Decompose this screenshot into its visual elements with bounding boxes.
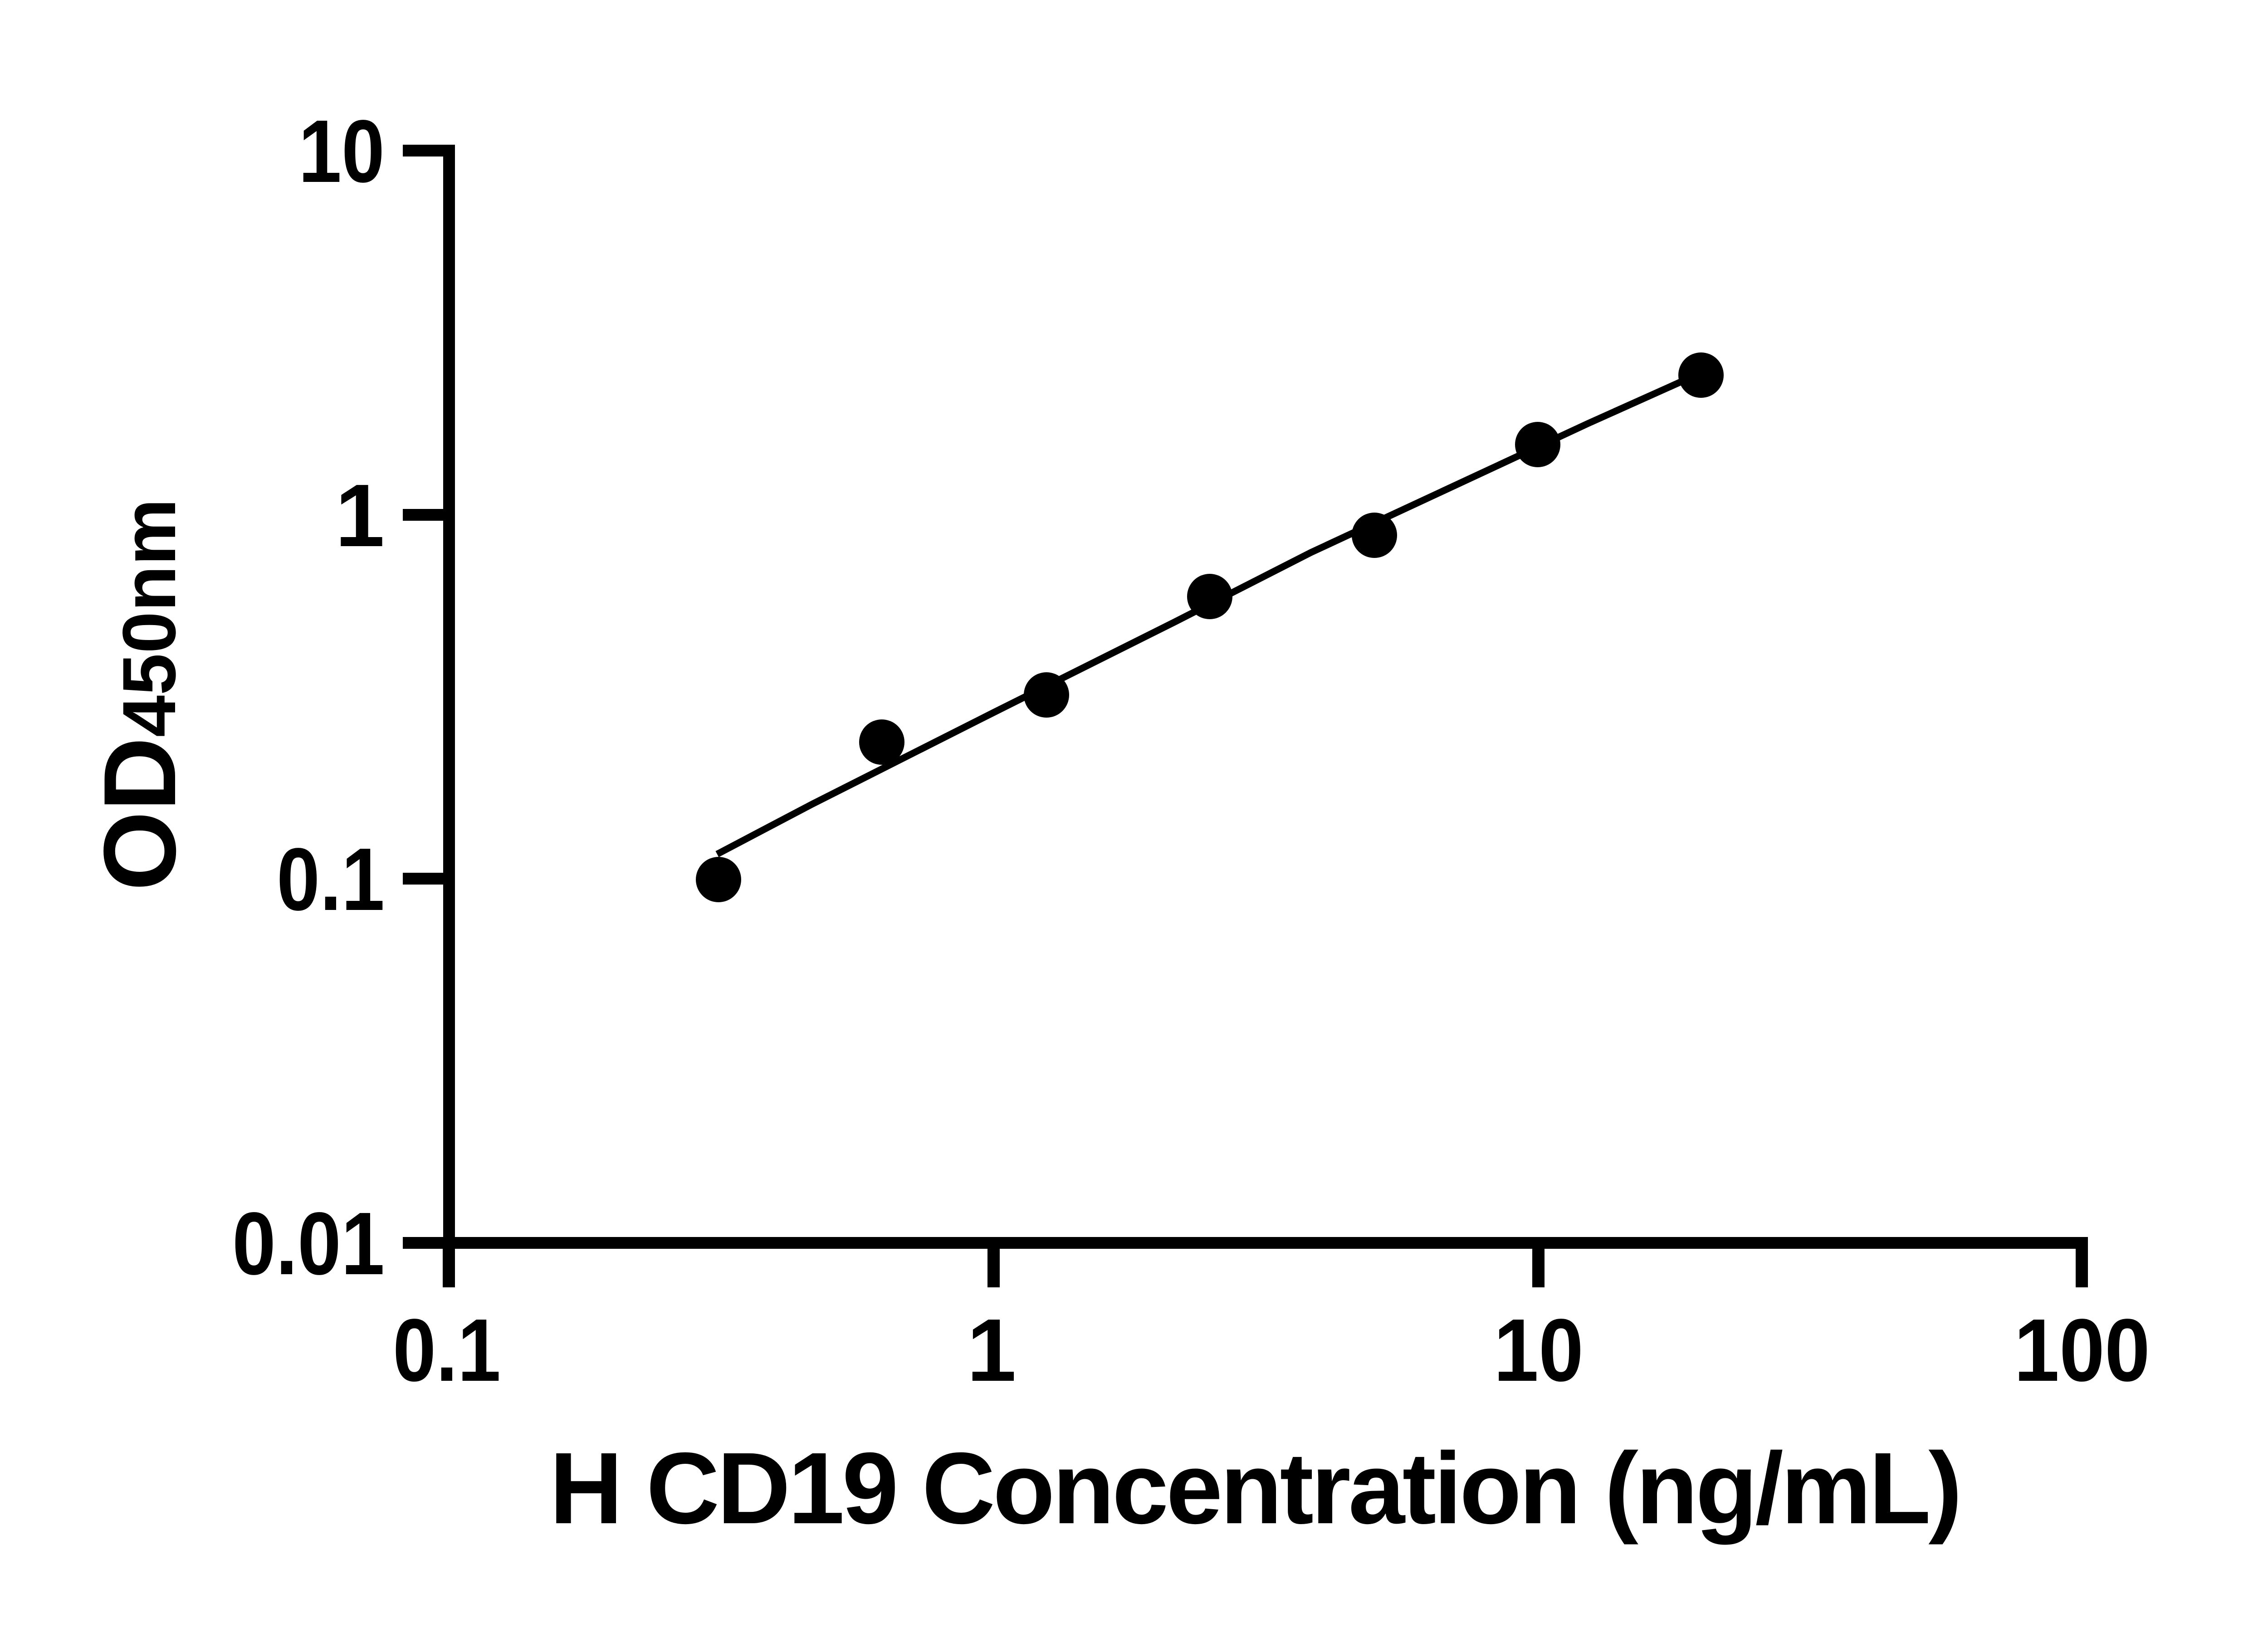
- svg-text:1: 1: [967, 1301, 1016, 1400]
- svg-text:0.1: 0.1: [393, 1301, 501, 1400]
- svg-text:100: 100: [2014, 1301, 2150, 1400]
- svg-text:10: 10: [1494, 1301, 1584, 1400]
- svg-text:0.1: 0.1: [277, 830, 385, 929]
- svg-text:H CD19 Concentration (ng/mL): H CD19 Concentration (ng/mL): [549, 1432, 1960, 1545]
- svg-text:10: 10: [298, 102, 385, 201]
- svg-text:0.01: 0.01: [232, 1194, 385, 1293]
- svg-text:1: 1: [335, 466, 385, 565]
